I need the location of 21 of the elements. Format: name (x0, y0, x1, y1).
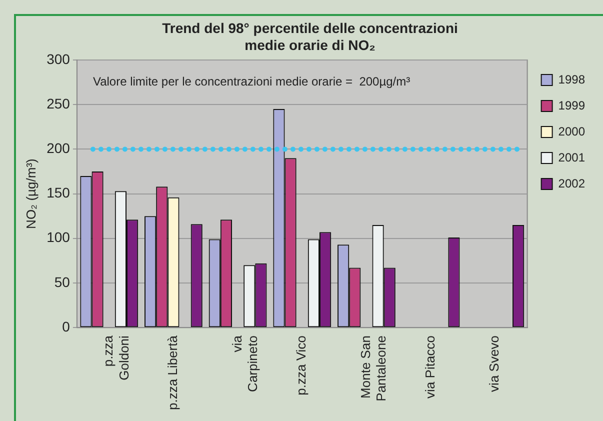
x-tick-label: via Pitacco (422, 336, 438, 398)
y-tick-label: 300 (46, 50, 70, 67)
legend-label: 2000 (558, 124, 586, 138)
legend-label: 1998 (558, 72, 586, 86)
y-tick-label: 250 (46, 95, 70, 112)
legend-label: 2001 (558, 150, 586, 164)
x-tick-label: p.zza Goldoni (100, 334, 132, 380)
x-tick-label: via Carpineto (229, 334, 260, 392)
y-tick-label: 50 (54, 274, 70, 290)
y-tick-label: 150 (46, 184, 70, 201)
y-tick-label: 200 (46, 140, 70, 156)
x-tick-label: p.zza Libertà (165, 334, 180, 410)
x-tick-label: p.zza Vico (294, 336, 309, 396)
x-tick-label: via Svevo (486, 336, 502, 392)
chart-title: Trend del 98° percentile delle concentrazioni medie orarie di NO₂ (161, 20, 459, 54)
y-tick-label: 0 (62, 318, 70, 334)
y-axis-title: NO₂ (µg/m³) (23, 158, 38, 229)
y-tick-label: 100 (46, 229, 70, 246)
annotation: Valore limite per le concentrazioni medie orarie = 200µg/m³ (92, 74, 410, 88)
legend-label: 2002 (558, 176, 586, 190)
legend-label: 1999 (558, 98, 586, 112)
